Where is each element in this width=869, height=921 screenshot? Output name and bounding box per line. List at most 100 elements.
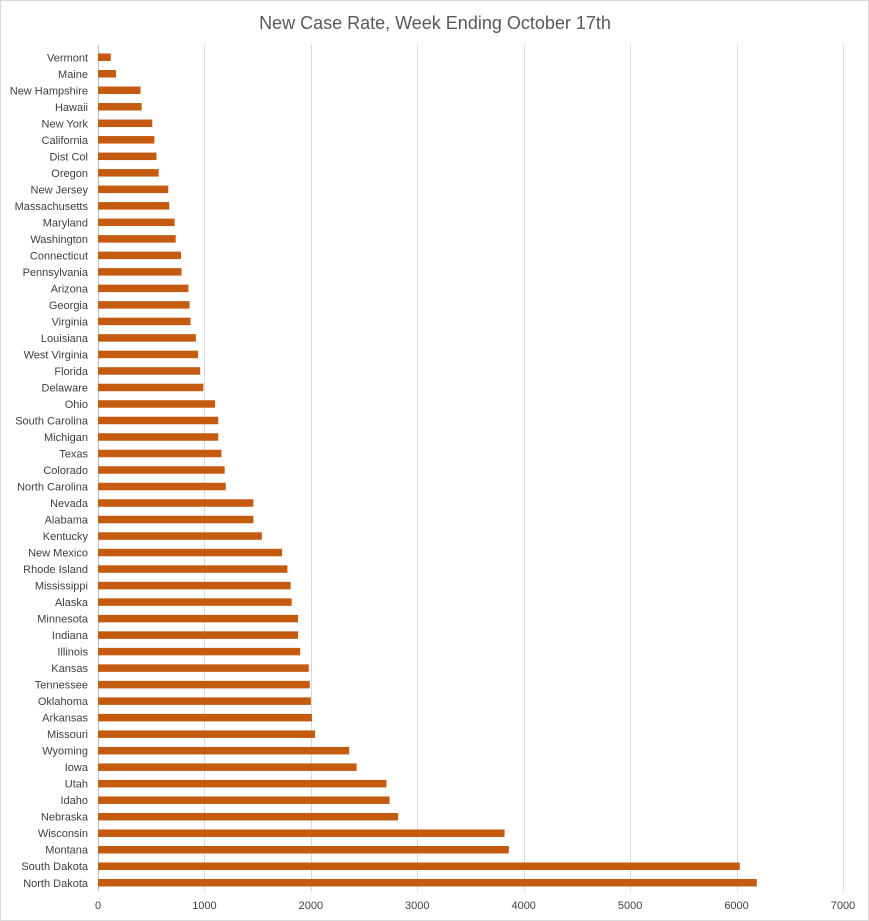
category-label-west-virginia: West Virginia bbox=[24, 349, 89, 361]
bar-alaska bbox=[98, 598, 292, 606]
x-tick-label-0: 0 bbox=[95, 900, 101, 912]
bar-south-dakota bbox=[98, 862, 740, 870]
category-label-texas: Texas bbox=[59, 448, 88, 460]
category-label-oregon: Oregon bbox=[51, 168, 88, 180]
category-label-new-mexico: New Mexico bbox=[28, 548, 88, 560]
category-label-wyoming: Wyoming bbox=[42, 746, 88, 758]
category-label-california: California bbox=[42, 135, 89, 147]
x-tick-label-7000: 7000 bbox=[831, 900, 855, 912]
category-label-florida: Florida bbox=[54, 366, 89, 378]
category-label-virginia: Virginia bbox=[52, 316, 89, 328]
category-label-georgia: Georgia bbox=[49, 300, 89, 312]
bar-oklahoma bbox=[98, 697, 311, 705]
bar-massachusetts bbox=[98, 202, 170, 210]
bar-kentucky bbox=[98, 532, 262, 540]
bar-california bbox=[98, 136, 155, 144]
category-label-arkansas: Arkansas bbox=[42, 713, 88, 725]
category-label-nevada: Nevada bbox=[50, 498, 89, 510]
category-label-dist-col: Dist Col bbox=[49, 151, 88, 163]
category-label-alabama: Alabama bbox=[45, 515, 89, 527]
category-label-washington: Washington bbox=[30, 234, 88, 246]
bar-delaware bbox=[98, 383, 204, 392]
x-tick-label-4000: 4000 bbox=[511, 900, 535, 912]
bar-south-carolina bbox=[98, 416, 219, 425]
category-label-iowa: Iowa bbox=[65, 762, 89, 774]
bar-vermont bbox=[98, 53, 111, 61]
category-label-colorado: Colorado bbox=[43, 465, 88, 477]
gridlines bbox=[98, 45, 844, 891]
bar-north-carolina bbox=[98, 482, 226, 491]
bar-hawaii bbox=[98, 103, 142, 111]
x-tick-label-1000: 1000 bbox=[192, 900, 216, 912]
category-label-louisiana: Louisiana bbox=[41, 333, 89, 345]
category-label-michigan: Michigan bbox=[44, 432, 88, 444]
bar-florida bbox=[98, 367, 201, 375]
x-tick-label-2000: 2000 bbox=[299, 900, 323, 912]
bar-iowa bbox=[98, 763, 357, 771]
bar-montana bbox=[98, 845, 509, 854]
category-label-north-dakota: North Dakota bbox=[23, 878, 89, 890]
category-label-connecticut: Connecticut bbox=[30, 250, 88, 262]
bar-indiana bbox=[98, 631, 299, 639]
bar-new-jersey bbox=[98, 185, 169, 194]
bar-arizona bbox=[98, 284, 189, 293]
category-label-maine: Maine bbox=[58, 69, 88, 81]
category-label-ohio: Ohio bbox=[65, 399, 88, 411]
bar-ohio bbox=[98, 400, 216, 408]
bar-georgia bbox=[98, 301, 190, 309]
bar-michigan bbox=[98, 433, 219, 441]
category-label-rhode-island: Rhode Island bbox=[23, 564, 88, 576]
category-label-montana: Montana bbox=[45, 845, 89, 857]
bar-texas bbox=[98, 449, 222, 458]
bar-maryland bbox=[98, 218, 175, 227]
category-label-minnesota: Minnesota bbox=[37, 614, 89, 626]
bar-illinois bbox=[98, 647, 301, 656]
category-label-arizona: Arizona bbox=[51, 283, 89, 295]
category-label-new-jersey: New Jersey bbox=[31, 184, 89, 196]
bar-washington bbox=[98, 235, 176, 243]
bar-dist-col bbox=[98, 152, 157, 161]
bar-west-virginia bbox=[98, 350, 199, 359]
bar-arkansas bbox=[98, 713, 312, 722]
bar-alabama bbox=[98, 515, 254, 524]
bar-north-dakota bbox=[98, 879, 757, 887]
bar-virginia bbox=[98, 317, 191, 326]
bar-kansas bbox=[98, 664, 309, 672]
bar-louisiana bbox=[98, 334, 196, 342]
bar-new-mexico bbox=[98, 548, 283, 557]
bar-minnesota bbox=[98, 614, 299, 623]
category-label-indiana: Indiana bbox=[52, 630, 89, 642]
bar-rhode-island bbox=[98, 565, 288, 573]
category-label-maryland: Maryland bbox=[43, 217, 88, 229]
category-label-new-hampshire: New Hampshire bbox=[10, 85, 88, 97]
category-label-missouri: Missouri bbox=[47, 729, 88, 741]
bar-idaho bbox=[98, 796, 390, 804]
bar-oregon bbox=[98, 169, 159, 177]
x-tick-labels: 0 1000 2000 3000 4000 5000 6000 7000 bbox=[95, 900, 855, 912]
x-tick-label-5000: 5000 bbox=[618, 900, 642, 912]
category-label-south-dakota: South Dakota bbox=[21, 861, 89, 873]
bar-nevada bbox=[98, 499, 254, 507]
bar-maine bbox=[98, 70, 117, 78]
bar-new-york bbox=[98, 119, 153, 128]
category-label-pennsylvania: Pennsylvania bbox=[23, 267, 89, 279]
category-labels: Vermont Maine New Hampshire Hawaii New York C… bbox=[10, 52, 89, 890]
bar-wyoming bbox=[98, 746, 350, 755]
bar-mississippi bbox=[98, 581, 291, 590]
bar-missouri bbox=[98, 730, 316, 738]
category-label-alaska: Alaska bbox=[55, 597, 89, 609]
category-label-illinois: Illinois bbox=[57, 647, 88, 659]
category-label-mississippi: Mississippi bbox=[35, 581, 88, 593]
category-label-nebraska: Nebraska bbox=[41, 812, 89, 824]
bar-nebraska bbox=[98, 812, 399, 821]
category-label-hawaii: Hawaii bbox=[55, 102, 88, 114]
x-tick-label-6000: 6000 bbox=[724, 900, 748, 912]
bar-wisconsin bbox=[98, 829, 505, 837]
bars bbox=[98, 53, 757, 887]
category-label-massachusetts: Massachusetts bbox=[15, 201, 89, 213]
x-tick-label-3000: 3000 bbox=[405, 900, 429, 912]
category-label-kansas: Kansas bbox=[51, 663, 88, 675]
bar-utah bbox=[98, 779, 387, 788]
bar-connecticut bbox=[98, 251, 182, 260]
